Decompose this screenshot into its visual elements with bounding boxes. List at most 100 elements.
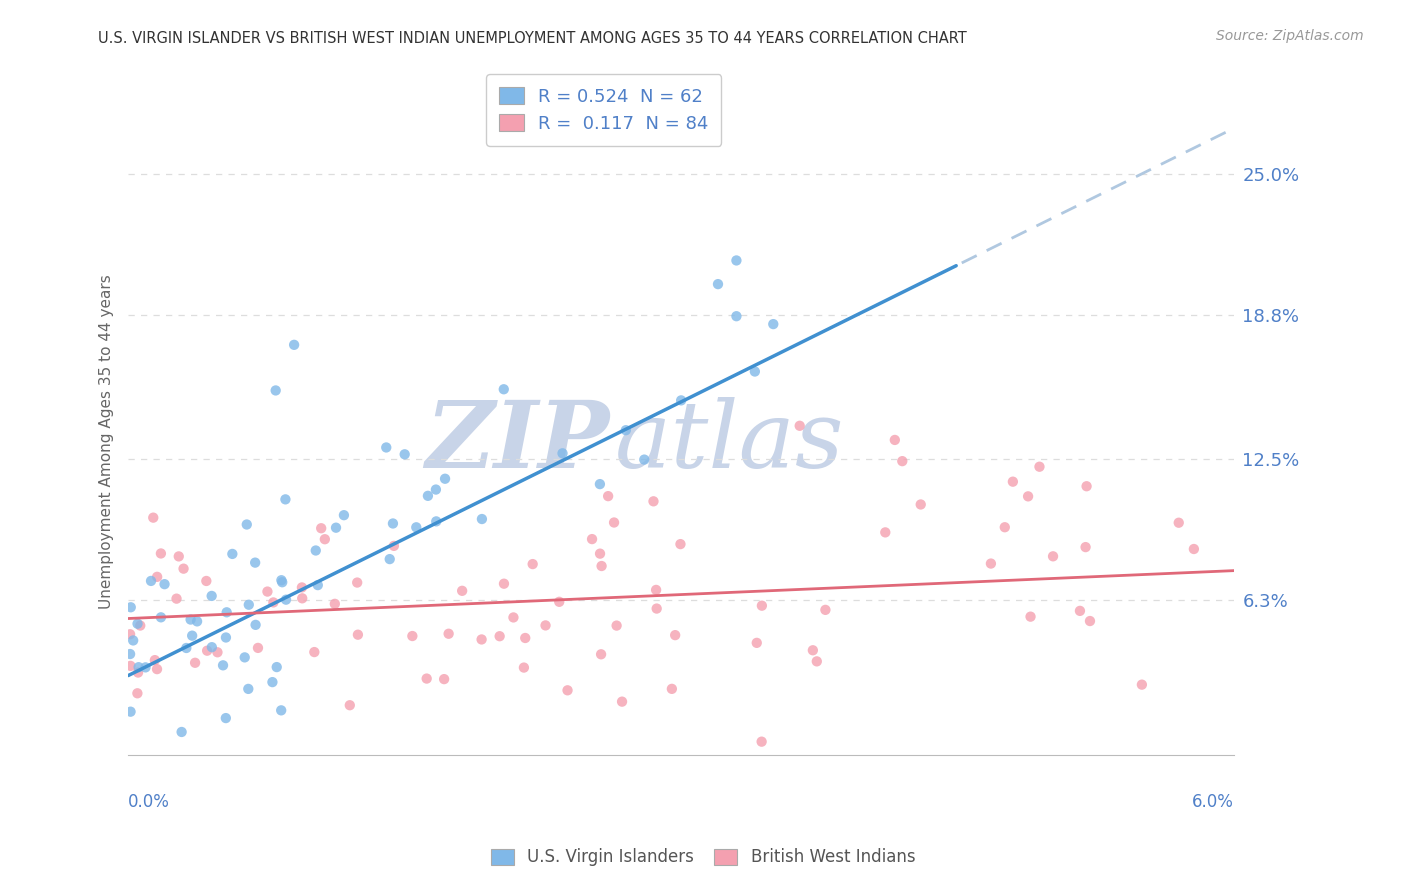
Point	[751, 734, 773, 748]
Point	[433, 672, 456, 686]
Point	[643, 494, 665, 508]
Point	[339, 698, 361, 713]
Point	[122, 633, 145, 648]
Point	[127, 665, 149, 680]
Point	[401, 629, 423, 643]
Point	[581, 532, 603, 546]
Point	[304, 645, 326, 659]
Point	[262, 595, 284, 609]
Point	[215, 605, 238, 619]
Point	[513, 660, 536, 674]
Text: atlas: atlas	[614, 397, 844, 487]
Point	[416, 489, 439, 503]
Point	[153, 577, 176, 591]
Point	[129, 618, 152, 632]
Point	[534, 618, 557, 632]
Y-axis label: Unemployment Among Ages 35 to 44 years: Unemployment Among Ages 35 to 44 years	[100, 275, 114, 609]
Point	[264, 384, 287, 398]
Point	[814, 603, 837, 617]
Point	[910, 498, 932, 512]
Point	[291, 581, 314, 595]
Point	[195, 574, 218, 588]
Point	[415, 672, 437, 686]
Point	[875, 525, 897, 540]
Point	[1069, 604, 1091, 618]
Text: 0.0%: 0.0%	[128, 793, 170, 811]
Point	[186, 615, 208, 629]
Point	[661, 681, 683, 696]
Point	[589, 547, 612, 561]
Point	[291, 591, 314, 606]
Point	[548, 595, 571, 609]
Point	[201, 640, 224, 655]
Point	[502, 610, 524, 624]
Point	[215, 711, 238, 725]
Point	[256, 584, 278, 599]
Point	[725, 309, 748, 323]
Point	[707, 277, 730, 292]
Point	[166, 591, 188, 606]
Point	[262, 675, 284, 690]
Point	[664, 628, 686, 642]
Point	[669, 393, 692, 408]
Point	[591, 559, 613, 574]
Point	[381, 516, 404, 531]
Point	[266, 660, 288, 674]
Point	[633, 452, 655, 467]
Point	[274, 592, 297, 607]
Point	[1028, 459, 1050, 474]
Point	[883, 433, 905, 447]
Point	[134, 660, 156, 674]
Point	[614, 423, 637, 437]
Point	[1042, 549, 1064, 564]
Point	[149, 546, 172, 560]
Text: 6.0%: 6.0%	[1192, 793, 1234, 811]
Point	[238, 681, 260, 696]
Point	[146, 570, 169, 584]
Point	[1078, 614, 1101, 628]
Point	[243, 556, 266, 570]
Point	[236, 517, 259, 532]
Point	[245, 618, 267, 632]
Point	[522, 557, 544, 571]
Point	[425, 483, 447, 497]
Point	[120, 705, 142, 719]
Text: U.S. VIRGIN ISLANDER VS BRITISH WEST INDIAN UNEMPLOYMENT AMONG AGES 35 TO 44 YEA: U.S. VIRGIN ISLANDER VS BRITISH WEST IND…	[98, 31, 967, 46]
Point	[139, 574, 162, 588]
Point	[725, 253, 748, 268]
Point	[270, 703, 292, 717]
Point	[801, 643, 824, 657]
Point	[333, 508, 356, 523]
Point	[305, 543, 328, 558]
Point	[149, 610, 172, 624]
Point	[120, 627, 142, 641]
Point	[127, 686, 149, 700]
Point	[1017, 489, 1039, 503]
Point	[238, 598, 260, 612]
Point	[434, 472, 457, 486]
Legend: U.S. Virgin Islanders, British West Indians: U.S. Virgin Islanders, British West Indi…	[484, 842, 922, 873]
Point	[207, 645, 229, 659]
Point	[180, 613, 202, 627]
Point	[146, 662, 169, 676]
Point	[1001, 475, 1024, 489]
Point	[551, 446, 574, 460]
Point	[557, 683, 579, 698]
Point	[394, 447, 416, 461]
Point	[120, 659, 142, 673]
Point	[589, 477, 612, 491]
Legend: R = 0.524  N = 62, R =  0.117  N = 84: R = 0.524 N = 62, R = 0.117 N = 84	[486, 75, 721, 145]
Point	[181, 629, 204, 643]
Point	[176, 640, 198, 655]
Point	[451, 583, 474, 598]
Point	[669, 537, 692, 551]
Point	[170, 725, 193, 739]
Point	[515, 631, 537, 645]
Point	[789, 418, 811, 433]
Point	[980, 557, 1002, 571]
Point	[645, 601, 668, 615]
Point	[492, 576, 515, 591]
Point	[488, 629, 510, 643]
Point	[610, 695, 633, 709]
Point	[1019, 609, 1042, 624]
